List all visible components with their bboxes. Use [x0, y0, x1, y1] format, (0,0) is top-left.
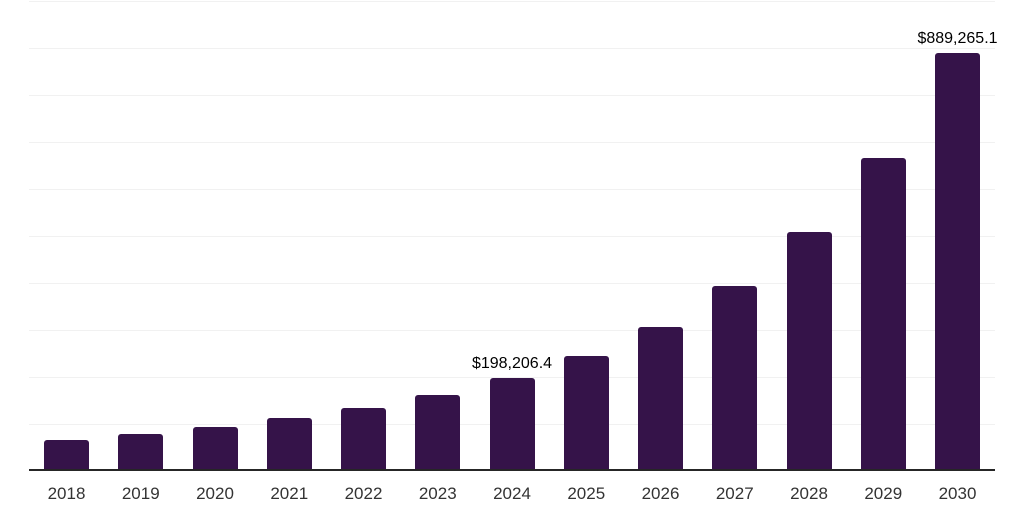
- bar-2022: [341, 408, 386, 471]
- gridline: [29, 142, 995, 143]
- x-axis-label: 2022: [344, 484, 383, 503]
- x-axis-label: 2021: [270, 484, 309, 503]
- bar-2023: [415, 394, 461, 471]
- x-axis-line: [29, 469, 995, 471]
- x-axis-label: 2029: [864, 484, 903, 503]
- data-label-2030: $889,265.1: [917, 30, 998, 48]
- gridline: [29, 330, 995, 331]
- bar-2018: [44, 440, 89, 471]
- x-axis-label: 2030: [938, 484, 977, 503]
- gridline: [29, 377, 995, 378]
- gridline: [29, 1, 995, 2]
- bar-2021: [266, 418, 312, 471]
- gridline: [29, 236, 995, 237]
- gridline: [29, 95, 995, 96]
- bar-2024: [489, 377, 535, 471]
- bar-2027: [712, 285, 758, 471]
- x-axis-label: 2018: [47, 484, 86, 503]
- gridline: [29, 48, 995, 49]
- bar-2026: [638, 326, 683, 471]
- x-axis-label: 2028: [790, 484, 828, 503]
- x-axis-label: 2019: [121, 484, 160, 503]
- x-axis-label: 2024: [493, 484, 531, 503]
- bar-2028: [786, 231, 832, 471]
- gridline: [29, 189, 995, 190]
- x-axis-label: 2027: [715, 484, 754, 503]
- bar-2025: [563, 355, 609, 471]
- x-axis-label: 2020: [196, 484, 234, 503]
- bar-2029: [860, 157, 906, 471]
- data-label-2024: $198,206.4: [471, 354, 553, 372]
- x-axis-label: 2025: [567, 484, 606, 503]
- x-axis-label: 2026: [641, 484, 680, 503]
- x-axis-label: 2023: [418, 484, 457, 503]
- gridline: [29, 283, 995, 284]
- bar-2019: [118, 434, 164, 471]
- bar-2030: [935, 53, 980, 471]
- bar-2020: [192, 427, 238, 471]
